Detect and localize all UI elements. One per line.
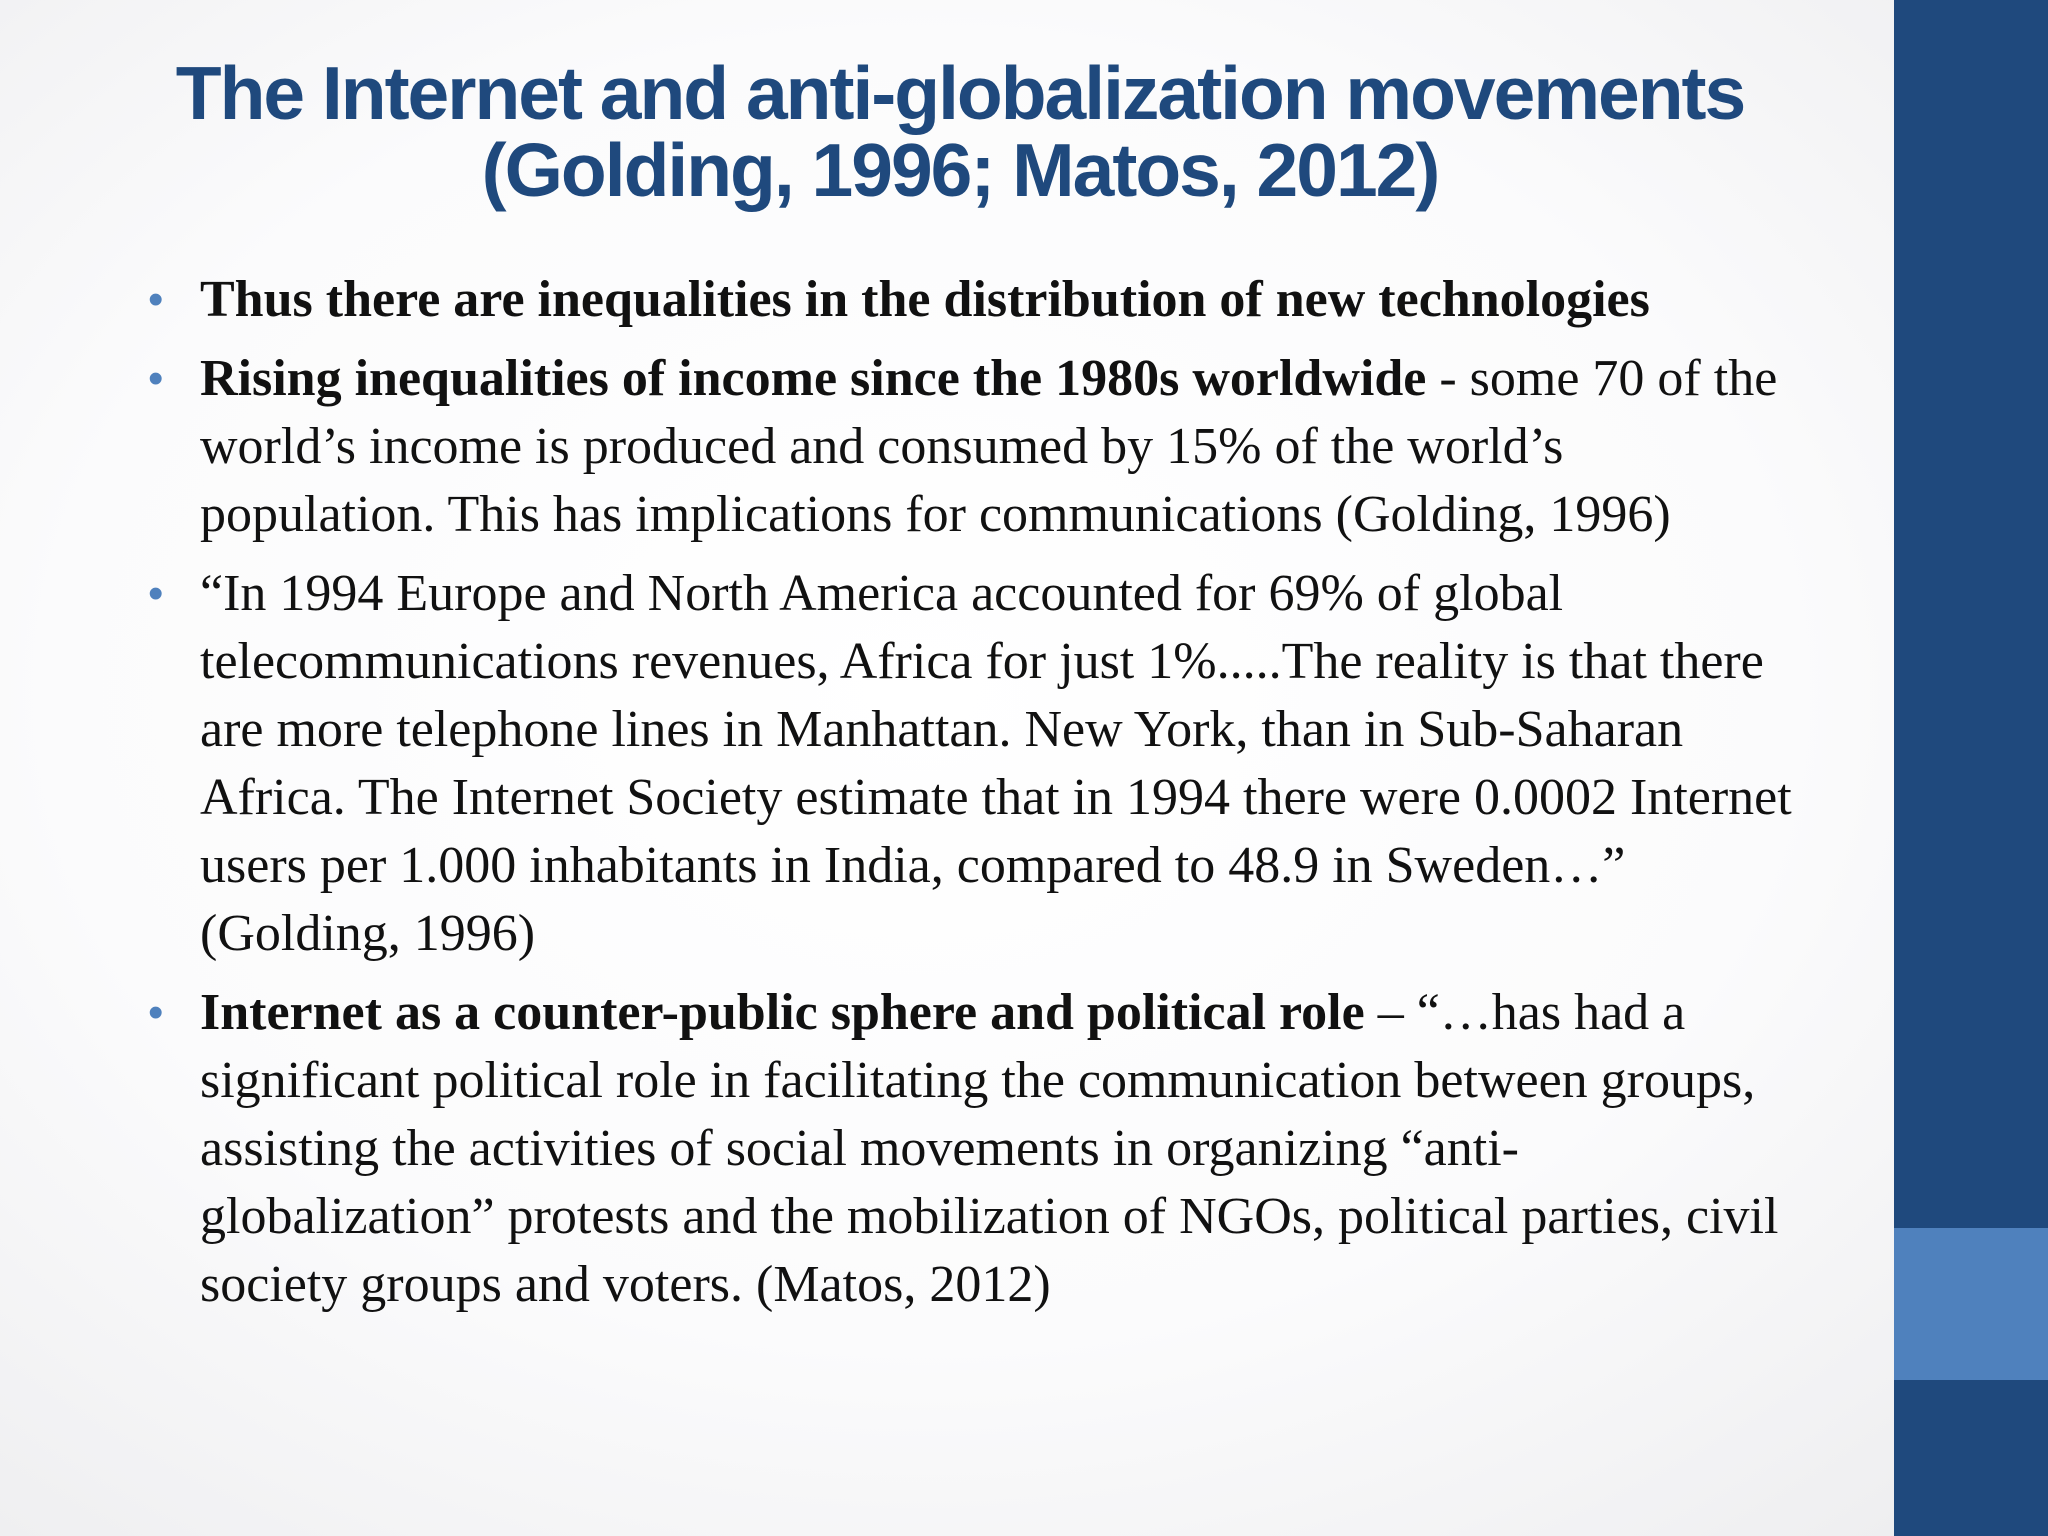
bullet-1-bold-text: Thus there are inequalities in the distr… <box>200 271 1650 328</box>
bullet-list: • Thus there are inequalities in the dist… <box>140 266 1800 1330</box>
bullet-dot-icon: • <box>148 275 164 324</box>
bullet-item-3: • “In 1994 Europe and North America accou… <box>140 560 1800 968</box>
bullet-dot-icon: • <box>148 354 164 403</box>
bullet-2-bold-text: Rising inequalities of income since the … <box>200 350 1427 407</box>
slide-title: The Internet and anti-globalization move… <box>100 56 1820 210</box>
bullet-3-text: “In 1994 Europe and North America accoun… <box>200 565 1792 962</box>
bullet-4-text: – “…has had a significant political role… <box>200 984 1779 1313</box>
side-decoration-accent <box>1894 1228 2048 1380</box>
bullet-dot-icon: • <box>148 988 164 1037</box>
bullet-2-text: - some 70 of the world’s income is produ… <box>200 350 1778 543</box>
bullet-item-4: • Internet as a counter-public sphere and… <box>140 979 1800 1319</box>
slide: The Internet and anti-globalization move… <box>100 56 1820 1330</box>
bullet-dot-icon: • <box>148 569 164 618</box>
slide-title-line-2: (Golding, 1996; Matos, 2012) <box>481 128 1441 212</box>
side-decoration-bar <box>1894 0 2048 1536</box>
bullet-item-2: • Rising inequalities of income since the… <box>140 345 1800 549</box>
slide-title-line-1: The Internet and anti-globalization move… <box>175 51 1747 135</box>
bullet-4-bold-text: Internet as a counter-public sphere and … <box>200 984 1365 1041</box>
bullet-item-1: • Thus there are inequalities in the dist… <box>140 266 1800 334</box>
